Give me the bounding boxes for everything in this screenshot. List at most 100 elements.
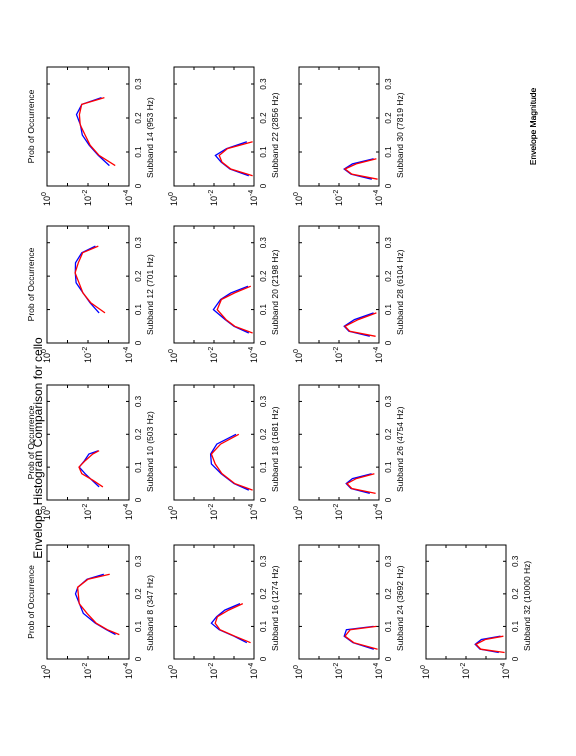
x-tick-label: 0.3 xyxy=(259,78,268,90)
y-tick-label: 10-2 xyxy=(208,504,219,520)
x-tick-label: 0.2 xyxy=(384,270,393,282)
x-tick-label: 0.1 xyxy=(259,461,268,473)
x-tick-label: 0.2 xyxy=(134,428,143,440)
y-tick-label: 10-2 xyxy=(82,190,93,206)
y-tick-label: 10-4 xyxy=(248,663,259,679)
x-tick-label: 0.2 xyxy=(259,428,268,440)
subplot-title: Subband 14 (953 Hz) xyxy=(145,97,155,178)
y-tick-label: 10-4 xyxy=(123,504,134,520)
x-tick-label: 0.2 xyxy=(384,428,393,440)
x-tick-label: 0.3 xyxy=(384,395,393,407)
y-tick-label: 10-4 xyxy=(123,663,134,679)
y-axis-label: Prob of Occurrence xyxy=(26,247,36,321)
y-tick-label: 10-2 xyxy=(333,347,344,363)
x-tick-label: 0.3 xyxy=(134,237,143,249)
subplot-title: Subband 16 (1274 Hz) xyxy=(270,565,280,651)
subplot-title: Subband 20 (2198 Hz) xyxy=(270,249,280,335)
figure-title: Envelope Histogram Comparison for cello xyxy=(31,337,45,559)
y-tick-label: 100 xyxy=(168,192,179,206)
subplot-9: 0 0.1 0.2 0.3 100 10-2 10-4 Subband 24 (3692 Hz… xyxy=(293,544,405,679)
y-tick-label: 100 xyxy=(41,506,52,520)
x-tick-label: 0.3 xyxy=(259,237,268,249)
x-tick-label: 0.1 xyxy=(259,146,268,158)
y-tick-label: 100 xyxy=(168,506,179,520)
subplot-title: Subband 28 (6104 Hz) xyxy=(395,249,405,335)
x-tick-label: 0 xyxy=(511,656,520,661)
subplot-title: Subband 12 (701 Hz) xyxy=(145,254,155,335)
x-tick-label: 0 xyxy=(134,183,143,188)
y-tick-label: 10-2 xyxy=(208,347,219,363)
subplot-title: Subband 26 (4754 Hz) xyxy=(395,406,405,492)
series-red-line xyxy=(218,141,253,177)
x-tick-label: 0.2 xyxy=(134,270,143,282)
y-axis-label: Prob of Occurrence xyxy=(26,565,36,639)
subplot-1: 0 0.1 0.2 0.3 100 10-2 10-4 Subband 8 (347 Hz) P… xyxy=(26,544,155,679)
y-tick-label: 10-2 xyxy=(82,347,93,363)
x-tick-label: 0 xyxy=(134,656,143,661)
series-red-line xyxy=(216,285,253,334)
series-red-line xyxy=(78,96,116,167)
x-tick-label: 0.3 xyxy=(259,395,268,407)
x-tick-label: 0 xyxy=(259,340,268,345)
x-tick-label: 0.2 xyxy=(384,112,393,124)
y-tick-label: 100 xyxy=(420,665,431,679)
x-tick-label: 0.3 xyxy=(134,78,143,90)
x-tick-label: 0.1 xyxy=(384,146,393,158)
x-tick-label: 0.3 xyxy=(134,395,143,407)
y-axis-label: Prob of Occurrence xyxy=(26,405,36,479)
y-tick-label: 10-4 xyxy=(248,347,259,363)
y-tick-label: 10-4 xyxy=(373,504,384,520)
x-tick-label: 0 xyxy=(384,183,393,188)
y-tick-label: 10-2 xyxy=(460,663,471,679)
subplot-7: 0 0.1 0.2 0.3 100 10-2 10-4 Subband 20 (2198 Hz… xyxy=(168,225,280,363)
series-red-line xyxy=(210,433,253,491)
x-tick-label: 0.1 xyxy=(134,303,143,315)
x-tick-label: 0.2 xyxy=(384,588,393,600)
x-tick-label: 0.2 xyxy=(259,270,268,282)
x-tick-label: 0.3 xyxy=(259,555,268,567)
x-tick-label: 0.1 xyxy=(259,620,268,632)
x-tick-label: 0 xyxy=(259,497,268,502)
y-tick-label: 10-2 xyxy=(82,663,93,679)
y-tick-label: 100 xyxy=(293,192,304,206)
y-tick-label: 100 xyxy=(293,506,304,520)
subplot-grid: 0 0.1 0.2 0.3 100 10-2 10-4 Subband 8 (347 Hz) P… xyxy=(26,66,538,679)
x-tick-label: 0.3 xyxy=(384,555,393,567)
x-axis-label: Envelope Magnitude xyxy=(528,87,538,165)
y-tick-label: 10-4 xyxy=(500,663,511,679)
y-tick-label: 10-2 xyxy=(208,190,219,206)
series-red-line xyxy=(76,573,120,636)
x-tick-label: 0.2 xyxy=(259,588,268,600)
y-tick-label: 100 xyxy=(293,665,304,679)
x-tick-label: 0 xyxy=(259,656,268,661)
y-tick-label: 10-2 xyxy=(333,190,344,206)
series-red-line xyxy=(345,473,376,495)
subplot-4: 0 0.1 0.2 0.3 100 10-2 10-4 Subband 14 (953 Hz)… xyxy=(26,66,538,206)
x-tick-label: 0 xyxy=(134,340,143,345)
subplot-title: Subband 24 (3692 Hz) xyxy=(395,565,405,651)
subplot-title: Subband 8 (347 Hz) xyxy=(145,575,155,651)
x-tick-label: 0.3 xyxy=(384,237,393,249)
y-tick-label: 10-4 xyxy=(373,347,384,363)
x-tick-label: 0.1 xyxy=(511,620,520,632)
y-tick-label: 10-4 xyxy=(248,190,259,206)
subplot-8: 0 0.1 0.2 0.3 100 10-2 10-4 Subband 22 (2856 Hz… xyxy=(168,66,538,206)
y-tick-label: 10-2 xyxy=(333,504,344,520)
subplot-5: 0 0.1 0.2 0.3 100 10-2 10-4 Subband 16 (1274 Hz… xyxy=(168,544,280,679)
x-tick-label: 0.1 xyxy=(384,620,393,632)
subplot-title: Subband 22 (2856 Hz) xyxy=(270,92,280,178)
subplot-6: 0 0.1 0.2 0.3 100 10-2 10-4 Subband 18 (1681 Hz… xyxy=(168,384,280,520)
series-red-line xyxy=(214,603,251,644)
y-tick-label: 100 xyxy=(168,349,179,363)
y-tick-label: 10-2 xyxy=(208,663,219,679)
y-tick-label: 10-4 xyxy=(123,347,134,363)
y-tick-label: 10-4 xyxy=(373,663,384,679)
subplot-13: 0 0.1 0.2 0.3 100 10-2 10-4 Subband 32 (10000 H… xyxy=(420,544,532,679)
y-tick-label: 10-4 xyxy=(123,190,134,206)
x-axis-label: Envelope Magnitude xyxy=(528,87,538,165)
subplot-3: 0 0.1 0.2 0.3 100 10-2 10-4 Subband 12 (701 Hz)… xyxy=(26,225,155,363)
y-tick-label: 10-4 xyxy=(248,504,259,520)
x-tick-label: 0.1 xyxy=(134,620,143,632)
subplot-title: Subband 32 (10000 Hz) xyxy=(522,561,532,651)
